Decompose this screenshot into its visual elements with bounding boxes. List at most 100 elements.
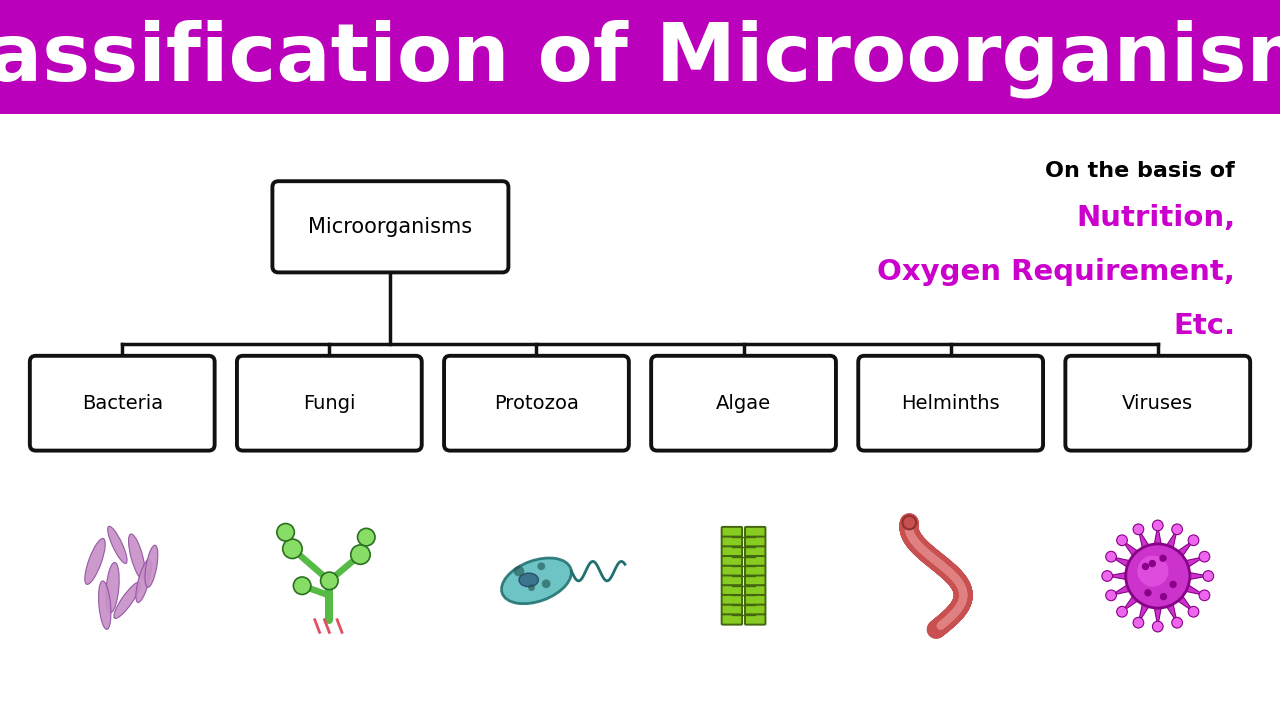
FancyBboxPatch shape (722, 575, 742, 586)
FancyBboxPatch shape (29, 356, 215, 451)
Ellipse shape (518, 573, 539, 587)
Ellipse shape (84, 539, 105, 585)
Circle shape (1152, 520, 1164, 531)
Circle shape (1171, 524, 1183, 535)
Polygon shape (1155, 526, 1161, 544)
FancyBboxPatch shape (722, 546, 742, 557)
Polygon shape (1178, 596, 1193, 612)
Circle shape (1144, 589, 1152, 596)
FancyBboxPatch shape (273, 181, 508, 272)
FancyBboxPatch shape (745, 614, 765, 625)
FancyBboxPatch shape (745, 605, 765, 615)
Text: Microorganisms: Microorganisms (308, 217, 472, 237)
Circle shape (538, 562, 545, 570)
Polygon shape (1107, 572, 1125, 580)
Circle shape (1170, 581, 1176, 588)
Circle shape (1199, 590, 1210, 600)
Circle shape (276, 523, 294, 541)
Circle shape (320, 572, 338, 590)
Polygon shape (1187, 557, 1204, 567)
Text: Nutrition,: Nutrition, (1076, 204, 1235, 232)
FancyBboxPatch shape (859, 356, 1043, 451)
Polygon shape (1190, 572, 1208, 580)
Circle shape (1188, 535, 1199, 546)
Text: Helminths: Helminths (901, 394, 1000, 413)
Ellipse shape (136, 559, 151, 603)
Circle shape (1125, 544, 1190, 608)
Circle shape (1116, 535, 1128, 546)
Circle shape (1138, 556, 1169, 587)
Circle shape (357, 528, 375, 546)
FancyBboxPatch shape (722, 595, 742, 606)
Text: Fungi: Fungi (303, 394, 356, 413)
Ellipse shape (114, 582, 141, 618)
Text: On the basis of: On the basis of (1046, 161, 1235, 181)
Circle shape (1133, 524, 1144, 535)
FancyBboxPatch shape (1065, 356, 1251, 451)
Polygon shape (1138, 529, 1148, 548)
Ellipse shape (128, 534, 145, 579)
FancyBboxPatch shape (722, 527, 742, 537)
FancyBboxPatch shape (745, 546, 765, 557)
Circle shape (1160, 593, 1167, 600)
Ellipse shape (106, 562, 119, 613)
Text: Protozoa: Protozoa (494, 394, 579, 413)
FancyBboxPatch shape (745, 556, 765, 567)
Polygon shape (1111, 557, 1129, 567)
FancyBboxPatch shape (237, 356, 421, 451)
Ellipse shape (145, 545, 157, 588)
FancyBboxPatch shape (745, 566, 765, 576)
Polygon shape (1167, 529, 1178, 548)
Polygon shape (1187, 585, 1204, 595)
Text: Bacteria: Bacteria (82, 394, 163, 413)
Text: Classification of Microorganisms: Classification of Microorganisms (0, 20, 1280, 99)
Polygon shape (1138, 604, 1148, 623)
Ellipse shape (502, 558, 571, 604)
Circle shape (541, 580, 550, 588)
Ellipse shape (99, 581, 111, 629)
Polygon shape (1167, 604, 1178, 623)
FancyBboxPatch shape (745, 595, 765, 606)
Circle shape (1199, 552, 1210, 562)
FancyBboxPatch shape (722, 605, 742, 615)
Polygon shape (1178, 540, 1193, 556)
Text: Algae: Algae (716, 394, 771, 413)
FancyBboxPatch shape (745, 575, 765, 586)
Circle shape (293, 577, 311, 595)
Text: Oxygen Requirement,: Oxygen Requirement, (877, 258, 1235, 286)
FancyBboxPatch shape (722, 585, 742, 595)
Circle shape (902, 516, 916, 529)
FancyBboxPatch shape (0, 0, 1280, 114)
Circle shape (1160, 554, 1166, 562)
Circle shape (1142, 563, 1149, 570)
Polygon shape (1155, 608, 1161, 626)
Polygon shape (1123, 596, 1138, 612)
Polygon shape (1123, 540, 1138, 556)
Polygon shape (1111, 585, 1129, 595)
FancyBboxPatch shape (722, 556, 742, 567)
Text: Viruses: Viruses (1123, 394, 1193, 413)
Circle shape (513, 566, 525, 577)
FancyBboxPatch shape (444, 356, 628, 451)
FancyBboxPatch shape (745, 527, 765, 537)
Circle shape (1152, 621, 1164, 632)
Circle shape (351, 545, 370, 564)
Circle shape (1171, 617, 1183, 628)
FancyBboxPatch shape (745, 585, 765, 595)
Ellipse shape (108, 526, 127, 564)
Text: Etc.: Etc. (1172, 312, 1235, 340)
Circle shape (1203, 571, 1213, 581)
Circle shape (1116, 606, 1128, 617)
Circle shape (1106, 552, 1116, 562)
FancyBboxPatch shape (722, 536, 742, 547)
Circle shape (1188, 606, 1199, 617)
Circle shape (1106, 590, 1116, 600)
Circle shape (1133, 617, 1144, 628)
Circle shape (1102, 571, 1112, 581)
FancyBboxPatch shape (745, 536, 765, 547)
FancyBboxPatch shape (722, 614, 742, 625)
FancyBboxPatch shape (652, 356, 836, 451)
Circle shape (283, 539, 302, 559)
FancyBboxPatch shape (722, 566, 742, 576)
Circle shape (1148, 560, 1156, 567)
